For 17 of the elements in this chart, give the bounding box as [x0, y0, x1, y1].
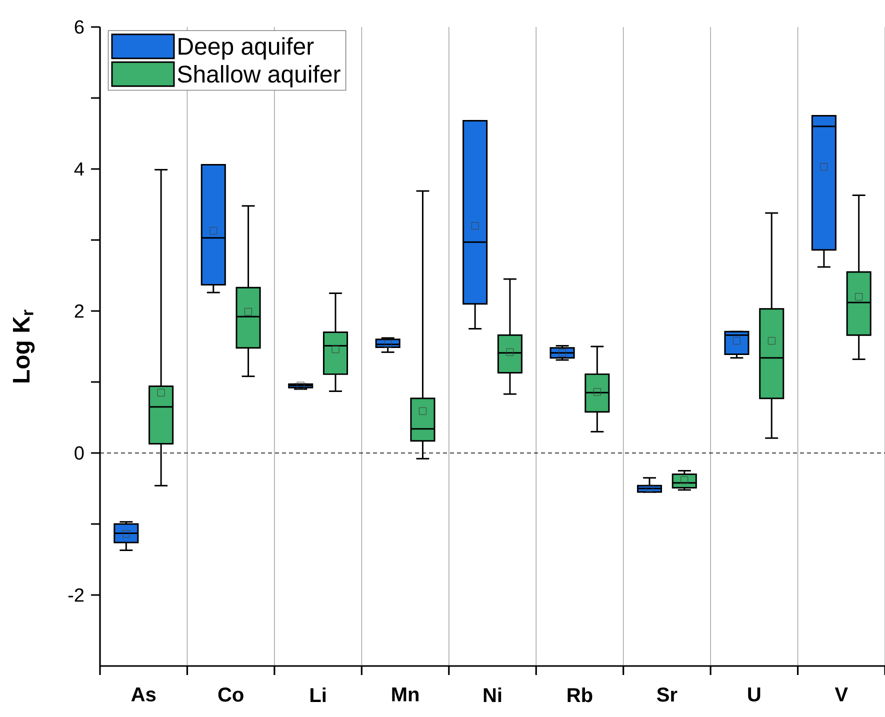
y-tick-label: 0	[74, 446, 84, 460]
x-tick-label: V	[834, 688, 848, 702]
legend-label: Shallow aquifer	[178, 65, 340, 88]
x-tick-label: Co	[218, 688, 244, 702]
y-tick-label: 4	[74, 162, 84, 176]
x-tick-label: Li	[310, 688, 326, 702]
y-tick-label: -2	[68, 588, 84, 602]
x-tick-label: As	[131, 688, 156, 702]
x-tick-label: Ni	[484, 688, 502, 702]
x-tick-label: Sr	[656, 688, 678, 702]
x-tick-label: Mn	[392, 688, 418, 702]
x-tick-label: U	[748, 688, 760, 702]
y-tick-label: 6	[74, 20, 84, 34]
x-tick-label: Rb	[568, 688, 592, 702]
y-axis-title: Log K$_{r}$	[12, 310, 35, 382]
y-tick-label: 2	[74, 304, 84, 318]
legend-label: Deep aquifer	[178, 37, 314, 60]
